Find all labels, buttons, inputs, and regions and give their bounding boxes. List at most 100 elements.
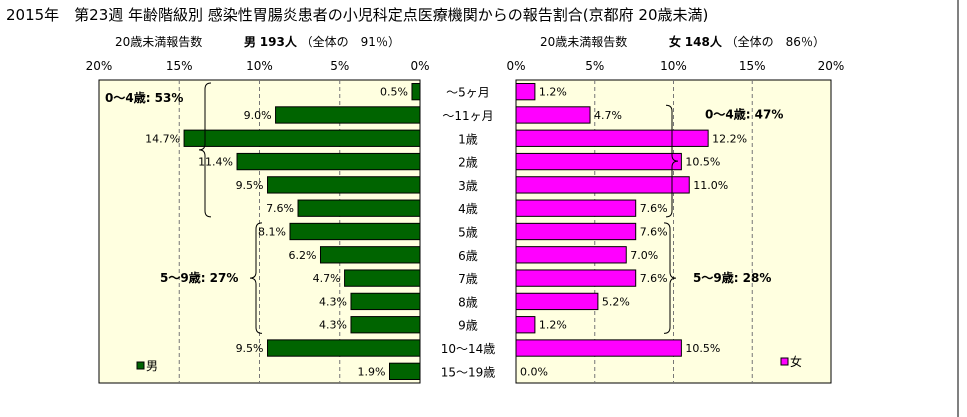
male-subtitle-label: 20歳未満報告数 (115, 35, 203, 49)
female-bar-data-label: 7.6% (640, 202, 668, 215)
category-axis-labels: ～5ヶ月 ～11ヶ月 1歳 2歳 3歳 4歳 5歳 6歳 7歳 8歳 9歳 10～14歳 15～19歳 (441, 86, 496, 380)
male-x-tick-label: 20% (86, 59, 113, 73)
female-bar (515, 152, 682, 171)
female-x-tick-label: 20% (818, 59, 845, 73)
male-x-tick-label: 0% (410, 59, 429, 73)
female-bracket-5-9 (663, 222, 677, 334)
female-bar-data-label: 1.2% (539, 86, 567, 99)
female-bar-data-label: 10.5% (685, 342, 720, 355)
female-bar-data-label: 11.0% (693, 179, 728, 192)
male-subtitle: 20歳未満報告数 男 193人 （全体の 91％） (115, 33, 400, 50)
female-bar-data-label: 10.5% (685, 156, 720, 169)
female-bar (515, 129, 709, 147)
male-bar-data-label: 8.1% (258, 226, 286, 239)
male-subtitle-count: 193人 (259, 35, 297, 49)
female-bar (515, 82, 536, 101)
female-bar-data-label: 0.0% (520, 365, 548, 378)
male-bar-data-label: 6.2% (289, 249, 317, 262)
male-subtitle-share: （全体の 91％） (300, 35, 400, 49)
female-bar (515, 292, 599, 311)
category-label: ～11ヶ月 (442, 109, 493, 123)
male-bar-data-label: 4.7% (313, 272, 341, 285)
male-x-tick-label: 15% (166, 59, 193, 73)
male-bar (267, 176, 421, 194)
male-annotation-5-9: 5～9歳: 27% (160, 270, 238, 285)
page-title: 2015年 第23週 年齢階級別 感染性胃腸炎患者の小児科定点医療機関からの報告… (6, 6, 709, 24)
category-label: 15～19歳 (441, 365, 496, 379)
male-x-tick-label: 10% (246, 59, 273, 73)
male-plot-area: 20% 15% 10% 5% 0%0.5%9.0%14.7%11.4%9.5%7.6%8… (86, 59, 430, 384)
male-bar-data-label: 9.5% (236, 179, 264, 192)
female-bar (515, 222, 637, 241)
female-subtitle-share: （全体の 86％） (725, 35, 825, 49)
female-bar (515, 316, 536, 334)
female-bar-data-label: 5.2% (602, 295, 630, 308)
male-bar-data-label: 7.6% (266, 202, 294, 215)
male-bar (389, 362, 421, 381)
male-bar (411, 82, 421, 101)
female-subtitle-count: 148人 (684, 35, 722, 49)
male-bar-data-label: 11.4% (198, 156, 233, 169)
female-bar (515, 199, 637, 217)
female-bar-data-label: 1.2% (539, 319, 567, 332)
male-bar-data-label: 4.3% (319, 295, 347, 308)
female-x-tick-label: 10% (660, 59, 687, 73)
male-bar-data-label: 0.5% (380, 86, 408, 99)
male-bar (275, 106, 421, 124)
category-label: 9歳 (458, 319, 478, 333)
female-x-tick-label: 15% (739, 59, 766, 73)
male-bar-data-label: 1.9% (358, 365, 386, 378)
category-label: 3歳 (458, 179, 478, 193)
male-bar (350, 292, 421, 311)
male-bar (183, 129, 421, 147)
male-bar (344, 269, 421, 287)
male-bar (236, 152, 421, 171)
female-bar-data-label: 7.6% (640, 272, 668, 285)
male-bracket-0-4 (198, 82, 212, 218)
female-bar-data-label: 7.6% (640, 226, 668, 239)
male-legend-swatch (136, 361, 145, 370)
male-bar-data-label: 9.0% (244, 109, 272, 122)
female-legend-label: 女 (790, 354, 802, 369)
female-x-tick-label: 0% (506, 59, 525, 73)
male-bar (350, 316, 421, 334)
female-bar (515, 106, 591, 124)
male-annotation-0-4: 0～4歳: 53% (105, 90, 183, 105)
male-bar-data-label: 9.5% (236, 342, 264, 355)
category-label: 8歳 (458, 295, 478, 309)
category-label: 6歳 (458, 249, 478, 263)
female-bar-data-label: 12.2% (712, 132, 747, 145)
female-x-tick-label: 5% (585, 59, 604, 73)
male-bar (289, 222, 421, 241)
female-plot-area: 0% 5% 10% 15% 20% 1.2% 4.7% 12.2% 10.5% 11.0% 7.6%… (506, 59, 845, 384)
female-annotation-0-4: 0～4歳: 47% (705, 106, 783, 121)
male-x-tick-label: 5% (330, 59, 349, 73)
female-annotation-5-9: 5～9歳: 28% (693, 270, 771, 285)
category-label: 10～14歳 (441, 342, 496, 356)
male-subtitle-sex: 男 (243, 35, 256, 49)
female-subtitle-sex: 女 (668, 35, 681, 49)
category-label: 5歳 (458, 226, 478, 240)
female-bar (515, 246, 627, 264)
category-label: ～5ヶ月 (446, 86, 490, 100)
female-bar-data-label: 7.0% (630, 249, 658, 262)
female-bar-data-label: 4.7% (594, 109, 622, 122)
female-subtitle: 20歳未満報告数 女 148人 （全体の 86％） (540, 33, 825, 50)
male-bar (297, 199, 421, 217)
female-bar (515, 269, 637, 287)
female-bar (515, 176, 690, 194)
category-label: 1歳 (458, 132, 478, 146)
category-label: 7歳 (458, 272, 478, 286)
female-subtitle-label: 20歳未満報告数 (540, 35, 628, 49)
male-bracket-5-9 (249, 222, 263, 334)
male-bar (267, 339, 421, 357)
female-legend-swatch (780, 357, 789, 366)
female-bar (515, 339, 682, 357)
male-bar-data-label: 14.7% (145, 132, 180, 145)
category-label: 4歳 (458, 202, 478, 216)
male-bar (319, 246, 421, 264)
male-legend-label: 男 (146, 359, 158, 373)
category-label: 2歳 (458, 156, 478, 170)
male-bar-data-label: 4.3% (319, 319, 347, 332)
